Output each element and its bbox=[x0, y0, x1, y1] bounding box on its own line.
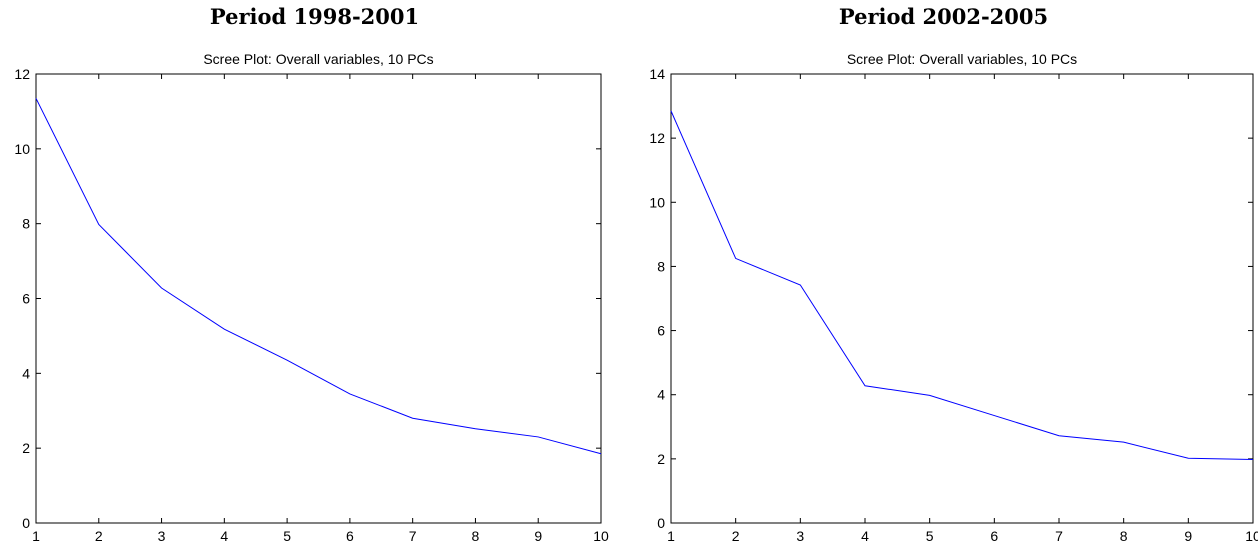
y-tick-label: 12 bbox=[14, 66, 30, 82]
axes-box bbox=[35, 73, 602, 524]
y-tick-label: 0 bbox=[657, 515, 665, 531]
x-tick-label: 7 bbox=[409, 528, 417, 544]
y-tick-label: 0 bbox=[22, 515, 30, 531]
y-tick-label: 4 bbox=[657, 387, 665, 403]
y-tick-label: 4 bbox=[22, 365, 30, 381]
x-tick-label: 5 bbox=[926, 528, 934, 544]
y-tick-label: 8 bbox=[657, 258, 665, 274]
plot-title: Scree Plot: Overall variables, 10 PCs bbox=[203, 51, 433, 67]
x-tick-label: 4 bbox=[861, 528, 869, 544]
series-line bbox=[670, 110, 1254, 460]
x-tick-label: 5 bbox=[283, 528, 291, 544]
period-title: Period 1998-2001 bbox=[209, 4, 420, 29]
x-tick-label: 7 bbox=[1055, 528, 1063, 544]
x-tick-label: 1 bbox=[32, 528, 40, 544]
x-tick-label: 8 bbox=[472, 528, 480, 544]
y-tick-label: 10 bbox=[14, 141, 30, 157]
series-line bbox=[35, 98, 602, 455]
plot-title: Scree Plot: Overall variables, 10 PCs bbox=[847, 51, 1077, 67]
x-tick-label: 2 bbox=[95, 528, 103, 544]
axes-box bbox=[670, 73, 1254, 524]
x-tick-label: 4 bbox=[220, 528, 228, 544]
period-title: Period 2002-2005 bbox=[838, 4, 1049, 29]
x-tick-label: 8 bbox=[1120, 528, 1128, 544]
x-tick-label: 1 bbox=[667, 528, 675, 544]
y-tick-label: 14 bbox=[649, 66, 665, 82]
y-tick-label: 12 bbox=[649, 130, 665, 146]
y-tick-label: 8 bbox=[22, 216, 30, 232]
y-tick-label: 6 bbox=[657, 323, 665, 339]
x-tick-label: 9 bbox=[1184, 528, 1192, 544]
x-tick-label: 2 bbox=[732, 528, 740, 544]
x-tick-label: 10 bbox=[593, 528, 609, 544]
x-tick-label: 3 bbox=[796, 528, 804, 544]
x-tick-label: 10 bbox=[1245, 528, 1258, 544]
x-tick-label: 3 bbox=[158, 528, 166, 544]
x-tick-label: 6 bbox=[990, 528, 998, 544]
y-tick-label: 10 bbox=[649, 194, 665, 210]
y-tick-label: 2 bbox=[657, 451, 665, 467]
panel-1998-2001: Scree Plot: Overall variables, 10 PCs 1 2 3… bbox=[14, 4, 609, 544]
x-tick-label: 9 bbox=[534, 528, 542, 544]
y-tick-label: 6 bbox=[22, 291, 30, 307]
y-tick-label: 2 bbox=[22, 440, 30, 456]
panel-2002-2005: Scree Plot: Overall variables, 10 PCs 1 2 3… bbox=[629, 0, 1258, 550]
x-tick-label: 6 bbox=[346, 528, 354, 544]
